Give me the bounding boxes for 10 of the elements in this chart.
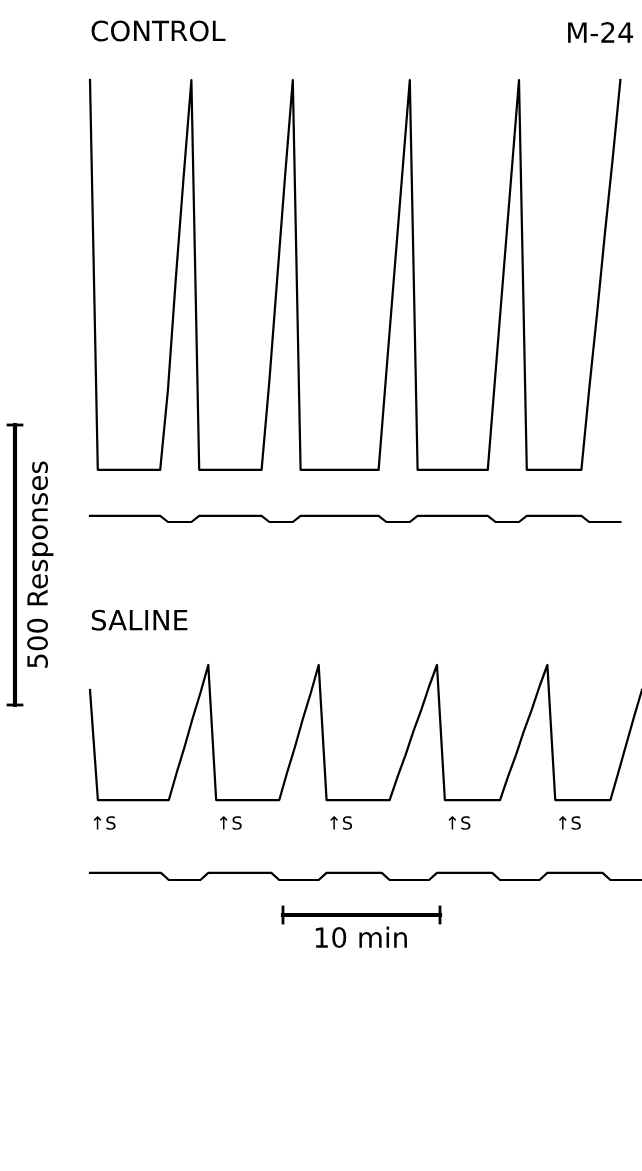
- annotation: ↑S: [93, 816, 116, 830]
- annotation: ↑S: [219, 816, 242, 830]
- text: 500 Responses: [27, 461, 54, 668]
- annotation: ↑S: [330, 816, 353, 830]
- annotation: ↑S: [558, 816, 581, 830]
- text: M-24: [568, 22, 634, 43]
- chart-title: SALINE: [91, 609, 188, 631]
- text: 10 min: [315, 926, 407, 949]
- chart-title: CONTROL: [91, 20, 226, 42]
- annotation: ↑S: [448, 816, 471, 830]
